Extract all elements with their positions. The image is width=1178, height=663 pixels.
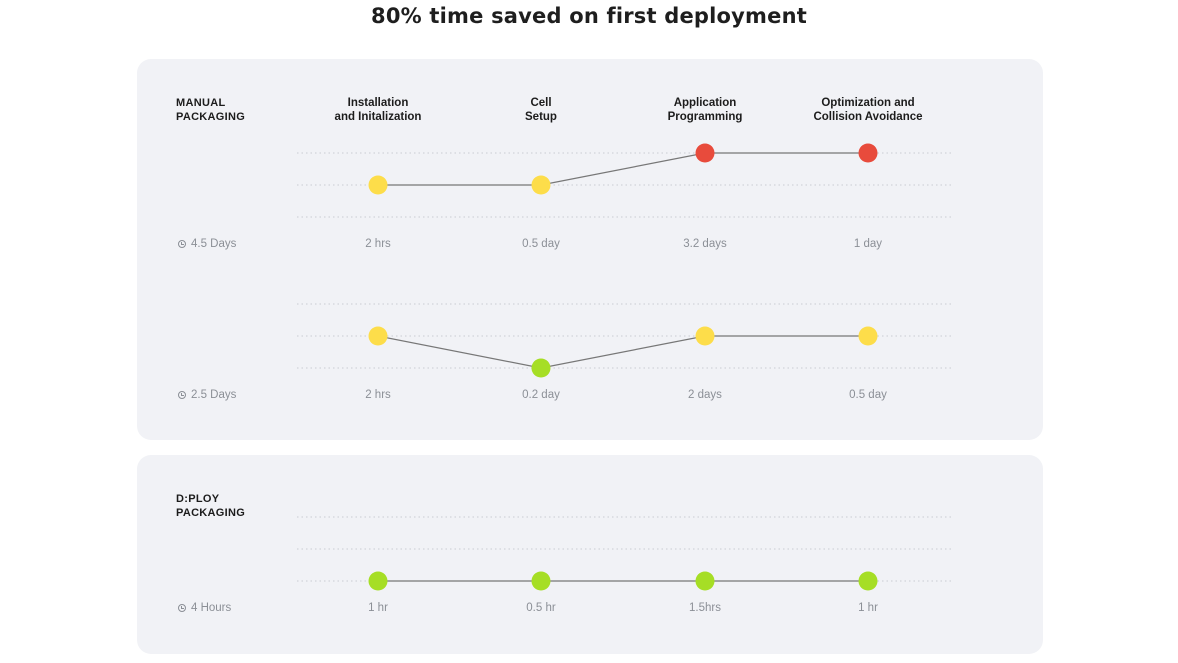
data-point-all-3 — [695, 571, 715, 591]
data-point-all-1 — [368, 571, 388, 591]
duration-user-1: 2 hrs — [365, 238, 391, 250]
data-point-integrator-1 — [368, 326, 388, 346]
dploy-packaging-panel: D:PLOY PACKAGING — [137, 455, 1043, 654]
total-time-all: 4 Hours — [178, 602, 231, 614]
duration-integrator-2: 0.2 day — [522, 389, 560, 401]
duration-user-3: 3.2 days — [683, 238, 727, 250]
clock-icon — [178, 240, 186, 248]
stage-header-1: Installation and Initalization — [334, 97, 422, 123]
chart-title: 80% time saved on first deployment — [371, 4, 807, 28]
data-point-user-3 — [695, 143, 715, 163]
duration-all-2: 0.5 hr — [526, 602, 556, 614]
total-time-integrator: 2.5 Days — [178, 389, 236, 401]
manual-packaging-label: MANUAL PACKAGING — [176, 97, 246, 123]
data-point-integrator-2 — [531, 358, 551, 378]
stage-header-2: Cell Setup — [525, 97, 557, 123]
data-point-integrator-3 — [695, 326, 715, 346]
data-point-user-4 — [858, 143, 878, 163]
duration-all-1: 1 hr — [368, 602, 388, 614]
stage-header-3: Application Programming — [667, 97, 743, 123]
duration-user-2: 0.5 day — [522, 238, 560, 250]
total-time-value: 4.5 Days — [191, 238, 237, 250]
dploy-packaging-label: D:PLOY PACKAGING — [176, 493, 246, 519]
data-point-integrator-4 — [858, 326, 878, 346]
data-point-all-4 — [858, 571, 878, 591]
duration-all-3: 1.5hrs — [689, 602, 721, 614]
duration-all-4: 1 hr — [858, 602, 878, 614]
total-time-user: 4.5 Days — [178, 238, 236, 250]
data-point-all-2 — [531, 571, 551, 591]
clock-icon — [178, 604, 186, 612]
total-time-value: 4 Hours — [191, 602, 232, 614]
duration-user-4: 1 day — [853, 238, 883, 250]
manual-packaging-panel: MANUAL PACKAGING — [137, 59, 1043, 440]
total-time-value: 2.5 Days — [191, 389, 237, 401]
data-point-user-2 — [531, 175, 551, 195]
duration-integrator-1: 2 hrs — [365, 389, 391, 401]
data-point-user-1 — [368, 175, 388, 195]
clock-icon — [178, 391, 186, 399]
stage-header-4: Optimization and Collision Avoidance — [813, 97, 923, 123]
duration-integrator-4: 0.5 day — [849, 389, 887, 401]
duration-integrator-3: 2 days — [688, 389, 722, 401]
